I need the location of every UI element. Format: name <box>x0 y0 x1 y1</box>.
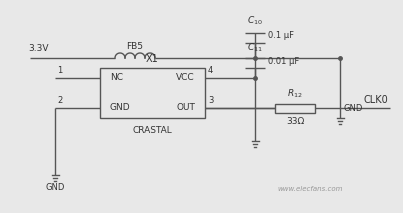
Text: OUT: OUT <box>176 104 195 112</box>
Text: 0.1 μF: 0.1 μF <box>268 32 294 40</box>
Bar <box>100 68 205 118</box>
Text: 2: 2 <box>57 96 62 105</box>
Text: 3.3V: 3.3V <box>28 44 48 53</box>
Text: www.elecfans.com: www.elecfans.com <box>277 186 343 192</box>
Text: VCC: VCC <box>177 73 195 82</box>
Text: $C_{11}$: $C_{11}$ <box>247 42 263 54</box>
Text: CRASTAL: CRASTAL <box>133 126 172 135</box>
Text: 4: 4 <box>208 66 213 75</box>
Text: GND: GND <box>110 104 131 112</box>
Text: GND: GND <box>344 104 364 113</box>
Text: NC: NC <box>110 73 123 82</box>
Text: GND: GND <box>45 183 65 192</box>
Text: 1: 1 <box>57 66 62 75</box>
Text: FB5: FB5 <box>127 42 143 51</box>
Text: $C_{10}$: $C_{10}$ <box>247 14 263 27</box>
Bar <box>275 104 315 112</box>
Text: 33Ω: 33Ω <box>286 117 304 126</box>
Text: X1: X1 <box>146 54 159 64</box>
Text: 3: 3 <box>208 96 213 105</box>
Text: $R_{12}$: $R_{12}$ <box>287 88 303 100</box>
Text: CLK0: CLK0 <box>363 95 388 105</box>
Text: 0.01 μF: 0.01 μF <box>268 56 299 66</box>
